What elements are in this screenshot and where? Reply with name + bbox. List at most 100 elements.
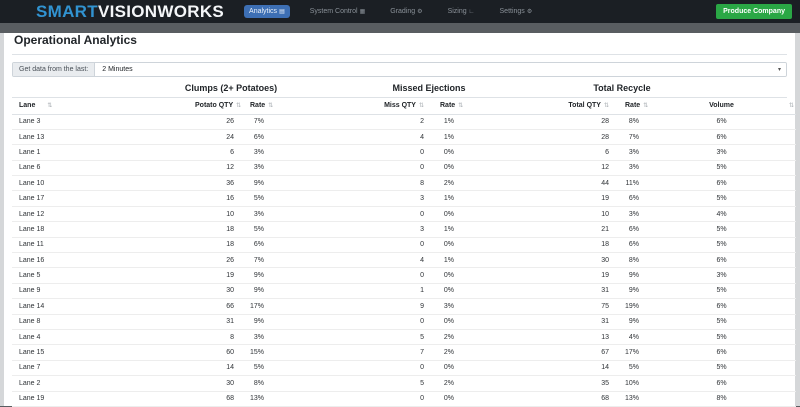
table-row: Lane 17 16 5% 3 1% 19 6% 5% <box>12 190 796 207</box>
table-cell: 11% <box>617 175 647 192</box>
table-cell: 13% <box>617 391 647 407</box>
sort-icon: ⇅ <box>47 103 53 110</box>
column-header-volume[interactable]: Volume ⇅ <box>647 98 796 115</box>
table-cell: 1% <box>432 252 462 269</box>
content-frame: Operational Analytics Get data from the … <box>0 33 800 407</box>
table-cell: 10 <box>187 206 242 223</box>
table-cell: 19 <box>462 267 617 284</box>
table-cell: 6% <box>617 237 647 254</box>
table-cell: 18 <box>187 221 242 238</box>
table-cell: 0% <box>432 391 462 407</box>
table-cell: 14 <box>462 360 617 377</box>
table-cell: 3% <box>242 144 272 161</box>
table-cell: 6% <box>647 298 796 315</box>
table-cell: 5% <box>647 283 796 300</box>
nav-item-analytics[interactable]: Analytics ▤ <box>244 5 290 18</box>
table-cell: 6% <box>647 114 796 130</box>
produce-company-button[interactable]: Produce Company <box>716 4 792 19</box>
nav-item-label: Sizing <box>447 8 467 15</box>
table-cell: Lane 3 <box>12 114 187 130</box>
column-header-total-qty[interactable]: Total QTY ⇅ <box>462 98 617 115</box>
table-cell: 4 <box>272 252 432 269</box>
nav-item-label: Analytics <box>249 8 278 15</box>
column-header-total-rate[interactable]: Rate ⇅ <box>617 98 648 115</box>
main-nav: Analytics ▤ System Control ▦ Grading ⚙ S… <box>244 5 537 18</box>
nav-item-system-control[interactable]: System Control ▦ <box>305 5 371 18</box>
table-row: Lane 10 36 9% 8 2% 44 11% 6% <box>12 175 796 192</box>
table-cell: 3% <box>242 329 272 346</box>
table-cell: 3% <box>617 144 647 161</box>
table-cell: 13% <box>242 391 272 407</box>
table-cell: 30 <box>462 252 617 269</box>
table-cell: 67 <box>462 344 617 361</box>
table-cell: 5% <box>647 237 796 254</box>
table-cell: 8% <box>647 391 796 407</box>
table-cell: 2% <box>432 375 462 392</box>
table-row: Lane 15 60 15% 7 2% 67 17% 6% <box>12 344 796 361</box>
group-total-recycle: Total Recycle <box>593 83 651 93</box>
table-cell: 6% <box>242 129 272 146</box>
table-cell: 9% <box>242 267 272 284</box>
brand-logo: SMARTVISIONWORKS <box>36 0 224 23</box>
table-cell: 10% <box>617 375 647 392</box>
table-cell: 3 <box>272 221 432 238</box>
table-cell: 12 <box>462 160 617 177</box>
table-cell: 0 <box>272 237 432 254</box>
table-cell: Lane 16 <box>12 252 187 269</box>
table-cell: 0% <box>432 206 462 223</box>
nav-item-grading[interactable]: Grading ⚙ <box>385 5 427 18</box>
table-cell: 1 <box>272 283 432 300</box>
table-row: Lane 3 26 7% 2 1% 28 8% 6% <box>12 114 796 130</box>
column-header-lane[interactable]: Lane ⇅ <box>12 98 187 115</box>
table-cell: 66 <box>187 298 242 315</box>
table-cell: 5% <box>242 360 272 377</box>
sort-icon: ⇅ <box>603 103 609 110</box>
table-cell: 28 <box>462 129 617 146</box>
table-cell: 2 <box>272 114 432 130</box>
table-cell: 60 <box>187 344 242 361</box>
nav-item-settings[interactable]: Settings ⚙ <box>495 5 538 18</box>
table-cell: 6% <box>242 237 272 254</box>
sort-icon: ⇅ <box>418 103 424 110</box>
sort-icon: ⇅ <box>458 103 464 110</box>
gear-icon: ⚙ <box>417 8 423 15</box>
table-cell: 6% <box>617 221 647 238</box>
table-cell: 0% <box>432 237 462 254</box>
table-cell: 0% <box>432 283 462 300</box>
column-header-miss-qty[interactable]: Miss QTY ⇅ <box>272 98 432 115</box>
table-cell: 6 <box>462 144 617 161</box>
table-cell: Lane 9 <box>12 283 187 300</box>
table-row: Lane 6 12 3% 0 0% 12 3% 5% <box>12 160 796 177</box>
table-cell: 44 <box>462 175 617 192</box>
table-cell: 17% <box>242 298 272 315</box>
table-cell: 7% <box>242 114 272 130</box>
table-cell: Lane 18 <box>12 221 187 238</box>
table-cell: 3% <box>242 206 272 223</box>
nav-item-sizing[interactable]: Sizing ∟ <box>443 5 480 18</box>
column-header-clump-rate[interactable]: Rate ⇅ <box>242 98 273 115</box>
table-cell: 0 <box>272 360 432 377</box>
table-cell: 19% <box>617 298 647 315</box>
table-cell: 75 <box>462 298 617 315</box>
table-row: Lane 19 68 13% 0 0% 68 13% 8% <box>12 391 796 407</box>
table-header-row: Lane ⇅ Potato QTY ⇅ Rate ⇅ Miss QTY ⇅ Rate ⇅ … <box>12 98 796 115</box>
table-body: Lane 3 26 7% 2 1% 28 8% 6% Lane 13 24 6% 4 1% 28 7% 6% L… <box>12 114 796 407</box>
table-cell: 18 <box>462 237 617 254</box>
table-cell: 18 <box>187 237 242 254</box>
column-header-miss-rate[interactable]: Rate ⇅ <box>432 98 464 115</box>
table-cell: 0 <box>272 160 432 177</box>
table-cell: Lane 6 <box>12 160 187 177</box>
table-cell: 0% <box>432 314 462 330</box>
group-missed-ejections: Missed Ejections <box>392 83 466 93</box>
time-range-select[interactable]: 2 Minutes ▾ <box>95 63 786 76</box>
table-cell: 68 <box>462 391 617 407</box>
table-cell: 19 <box>187 267 242 284</box>
table-cell: 31 <box>187 314 242 330</box>
column-header-potato-qty[interactable]: Potato QTY ⇅ <box>187 98 242 115</box>
table-cell: 8 <box>187 329 242 346</box>
table-cell: 5 <box>272 329 432 346</box>
sort-icon: ⇅ <box>236 103 242 110</box>
table-row: Lane 14 66 17% 9 3% 75 19% 6% <box>12 298 796 315</box>
table-cell: 2% <box>432 329 462 346</box>
table-cell: 15% <box>242 344 272 361</box>
